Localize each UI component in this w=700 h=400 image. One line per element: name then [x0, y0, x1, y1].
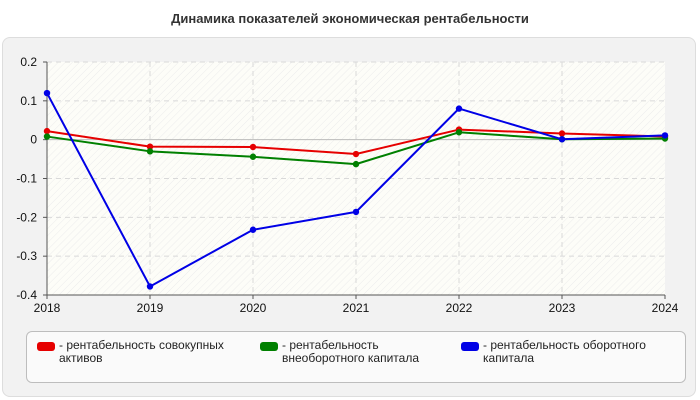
- legend-swatch-red: [37, 342, 55, 351]
- data-point: [352, 208, 360, 216]
- legend-item-noncurrent-capital: - рентабельность внеоборотного капитала: [260, 339, 450, 365]
- legend-label: - рентабельность совокупных активов: [59, 338, 224, 365]
- x-tick-label: 2020: [240, 301, 267, 315]
- data-point: [455, 129, 463, 136]
- data-point: [249, 143, 257, 151]
- data-point: [455, 105, 463, 112]
- x-tick-label: 2021: [343, 301, 370, 315]
- data-point: [352, 150, 360, 158]
- data-point: [249, 226, 257, 233]
- data-point: [43, 127, 51, 135]
- x-tick-label: 2019: [137, 301, 164, 315]
- legend-item-total-assets: - рентабельность совокупных активов: [37, 339, 237, 365]
- data-point: [43, 89, 51, 97]
- x-tick-label: 2018: [34, 301, 61, 315]
- y-tick-label: -0.2: [16, 210, 37, 224]
- grid-lines: [47, 61, 665, 296]
- series-lines: [43, 89, 669, 290]
- legend-item-working-capital: - рентабельность оборотного капитала: [461, 339, 676, 365]
- chart-title: Динамика показателей экономическая рента…: [171, 11, 529, 26]
- legend: - рентабельность совокупных активов - ре…: [26, 331, 686, 383]
- y-tick-label: -0.3: [16, 249, 37, 263]
- x-tick-label: 2022: [446, 301, 473, 315]
- axes: [43, 61, 666, 299]
- data-point: [146, 148, 154, 155]
- legend-swatch-green: [260, 342, 278, 351]
- data-point: [558, 130, 566, 137]
- data-point: [146, 283, 154, 290]
- data-point: [558, 136, 566, 143]
- y-tick-label: 0.1: [20, 94, 37, 108]
- x-tick-label: 2024: [652, 301, 679, 315]
- data-point: [249, 153, 257, 160]
- data-point: [146, 143, 154, 150]
- y-tick-label: 0: [30, 133, 37, 147]
- y-tick-label: 0.2: [20, 55, 37, 69]
- legend-label: - рентабельность внеоборотного капитала: [282, 338, 419, 365]
- data-point: [43, 133, 51, 140]
- data-point: [352, 160, 360, 168]
- x-tick-label: 2023: [549, 301, 576, 315]
- y-tick-label: -0.1: [16, 172, 37, 186]
- y-tick-label: -0.4: [16, 288, 37, 302]
- legend-swatch-blue: [461, 342, 479, 351]
- legend-label: - рентабельность оборотного капитала: [483, 338, 646, 365]
- data-point: [661, 132, 669, 139]
